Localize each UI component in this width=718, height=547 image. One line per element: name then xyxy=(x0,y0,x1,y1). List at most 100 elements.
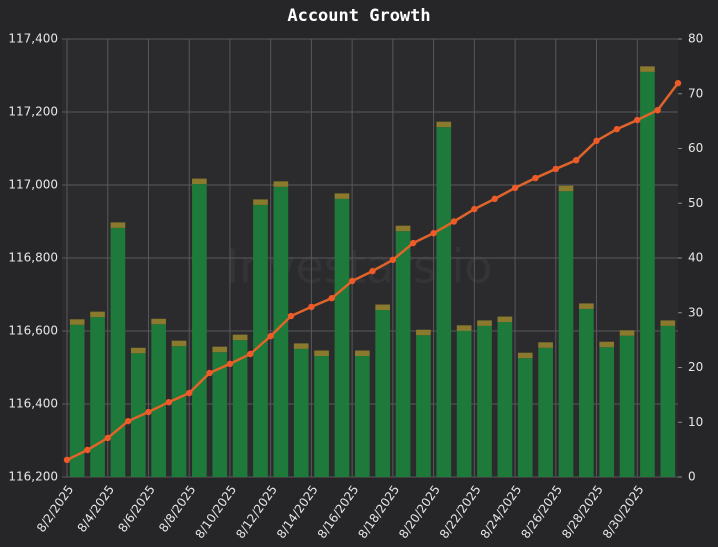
point xyxy=(206,369,213,377)
point xyxy=(674,79,682,87)
bar xyxy=(477,325,492,477)
bar xyxy=(334,198,350,477)
point xyxy=(613,125,621,133)
y-tick-label: 116,800 xyxy=(8,251,58,265)
y-tick-label: 117,000 xyxy=(8,178,58,192)
bar xyxy=(395,225,411,232)
bar xyxy=(640,66,655,72)
bar xyxy=(538,342,553,348)
x-tick-label: 8/20/2025 xyxy=(396,483,443,541)
x-tick-label: 8/6/2025 xyxy=(115,483,157,535)
chart-title: Account Growth xyxy=(287,6,430,26)
bar xyxy=(253,204,268,477)
bar xyxy=(619,335,635,477)
bar xyxy=(558,185,574,192)
bar xyxy=(517,352,533,359)
point xyxy=(308,303,315,311)
bar xyxy=(253,199,268,205)
point xyxy=(267,332,274,340)
bar xyxy=(416,329,431,336)
y2-tick-label: 60 xyxy=(688,141,703,155)
point xyxy=(247,350,254,358)
bar xyxy=(599,347,615,477)
y2-tick-label: 10 xyxy=(688,415,703,429)
y-tick-label: 116,200 xyxy=(8,470,58,484)
point xyxy=(572,156,580,164)
point xyxy=(634,116,641,124)
point xyxy=(654,106,661,114)
bar xyxy=(69,319,85,325)
bar xyxy=(171,340,187,347)
bar xyxy=(110,227,126,477)
y2-tick-label: 70 xyxy=(688,86,703,100)
x-tick-label: 8/2/2025 xyxy=(34,483,76,535)
x-tick-label: 8/12/2025 xyxy=(233,483,280,541)
bar xyxy=(110,222,126,228)
bar xyxy=(314,350,329,357)
y2-tick-label: 40 xyxy=(688,251,703,265)
point xyxy=(471,205,478,213)
point xyxy=(104,434,111,442)
bar xyxy=(69,324,85,477)
y2-tick-label: 0 xyxy=(688,470,696,484)
x-tick-label: 8/8/2025 xyxy=(156,483,198,535)
bar xyxy=(232,334,248,341)
bar xyxy=(416,335,431,477)
x-tick-label: 8/28/2025 xyxy=(559,483,606,541)
bar xyxy=(436,121,452,128)
bar xyxy=(456,330,472,477)
y-tick-label: 117,400 xyxy=(8,32,58,46)
x-tick-label: 8/14/2025 xyxy=(274,483,321,541)
x-tick-label: 8/24/2025 xyxy=(478,483,525,541)
bar xyxy=(660,320,676,326)
y2-tick-label: 50 xyxy=(688,196,703,210)
y2-tick-label: 80 xyxy=(688,32,703,46)
x-tick-label: 8/22/2025 xyxy=(437,483,484,541)
bar xyxy=(619,330,635,336)
point xyxy=(84,446,91,454)
point xyxy=(450,218,458,225)
bar xyxy=(456,325,472,331)
bar xyxy=(354,350,370,357)
point xyxy=(328,294,335,302)
bar xyxy=(579,303,594,309)
bar xyxy=(660,325,676,477)
bar xyxy=(517,358,533,477)
point xyxy=(145,408,152,416)
bar xyxy=(293,348,309,477)
x-tick-label: 8/30/2025 xyxy=(600,483,647,541)
bar xyxy=(395,231,411,477)
y-tick-label: 116,400 xyxy=(8,397,58,411)
bar xyxy=(192,178,207,185)
point xyxy=(430,229,437,237)
point xyxy=(165,398,173,406)
bar xyxy=(232,340,248,477)
y-tick-label: 117,200 xyxy=(8,105,58,119)
x-tick-label: 8/4/2025 xyxy=(75,483,117,535)
bar xyxy=(293,343,309,349)
point xyxy=(369,267,376,275)
x-tick-label: 8/10/2025 xyxy=(192,483,239,541)
x-tick-label: 8/16/2025 xyxy=(315,483,362,541)
bar xyxy=(273,186,289,477)
point xyxy=(552,165,559,173)
point xyxy=(124,417,132,425)
bar xyxy=(375,310,391,477)
y-tick-label: 116,600 xyxy=(8,324,58,338)
y2-tick-label: 30 xyxy=(688,305,703,319)
point xyxy=(63,456,71,464)
point xyxy=(491,195,498,203)
point xyxy=(186,389,193,397)
x-tick-label: 8/18/2025 xyxy=(355,483,402,541)
bar xyxy=(192,184,207,477)
bar xyxy=(151,318,166,325)
bar xyxy=(436,127,452,478)
bar xyxy=(90,317,105,477)
bar xyxy=(599,341,615,348)
x-tick-label: 8/26/2025 xyxy=(518,483,565,541)
bar xyxy=(314,356,329,477)
bar xyxy=(212,346,228,353)
bar xyxy=(497,316,513,323)
bar xyxy=(130,347,146,354)
